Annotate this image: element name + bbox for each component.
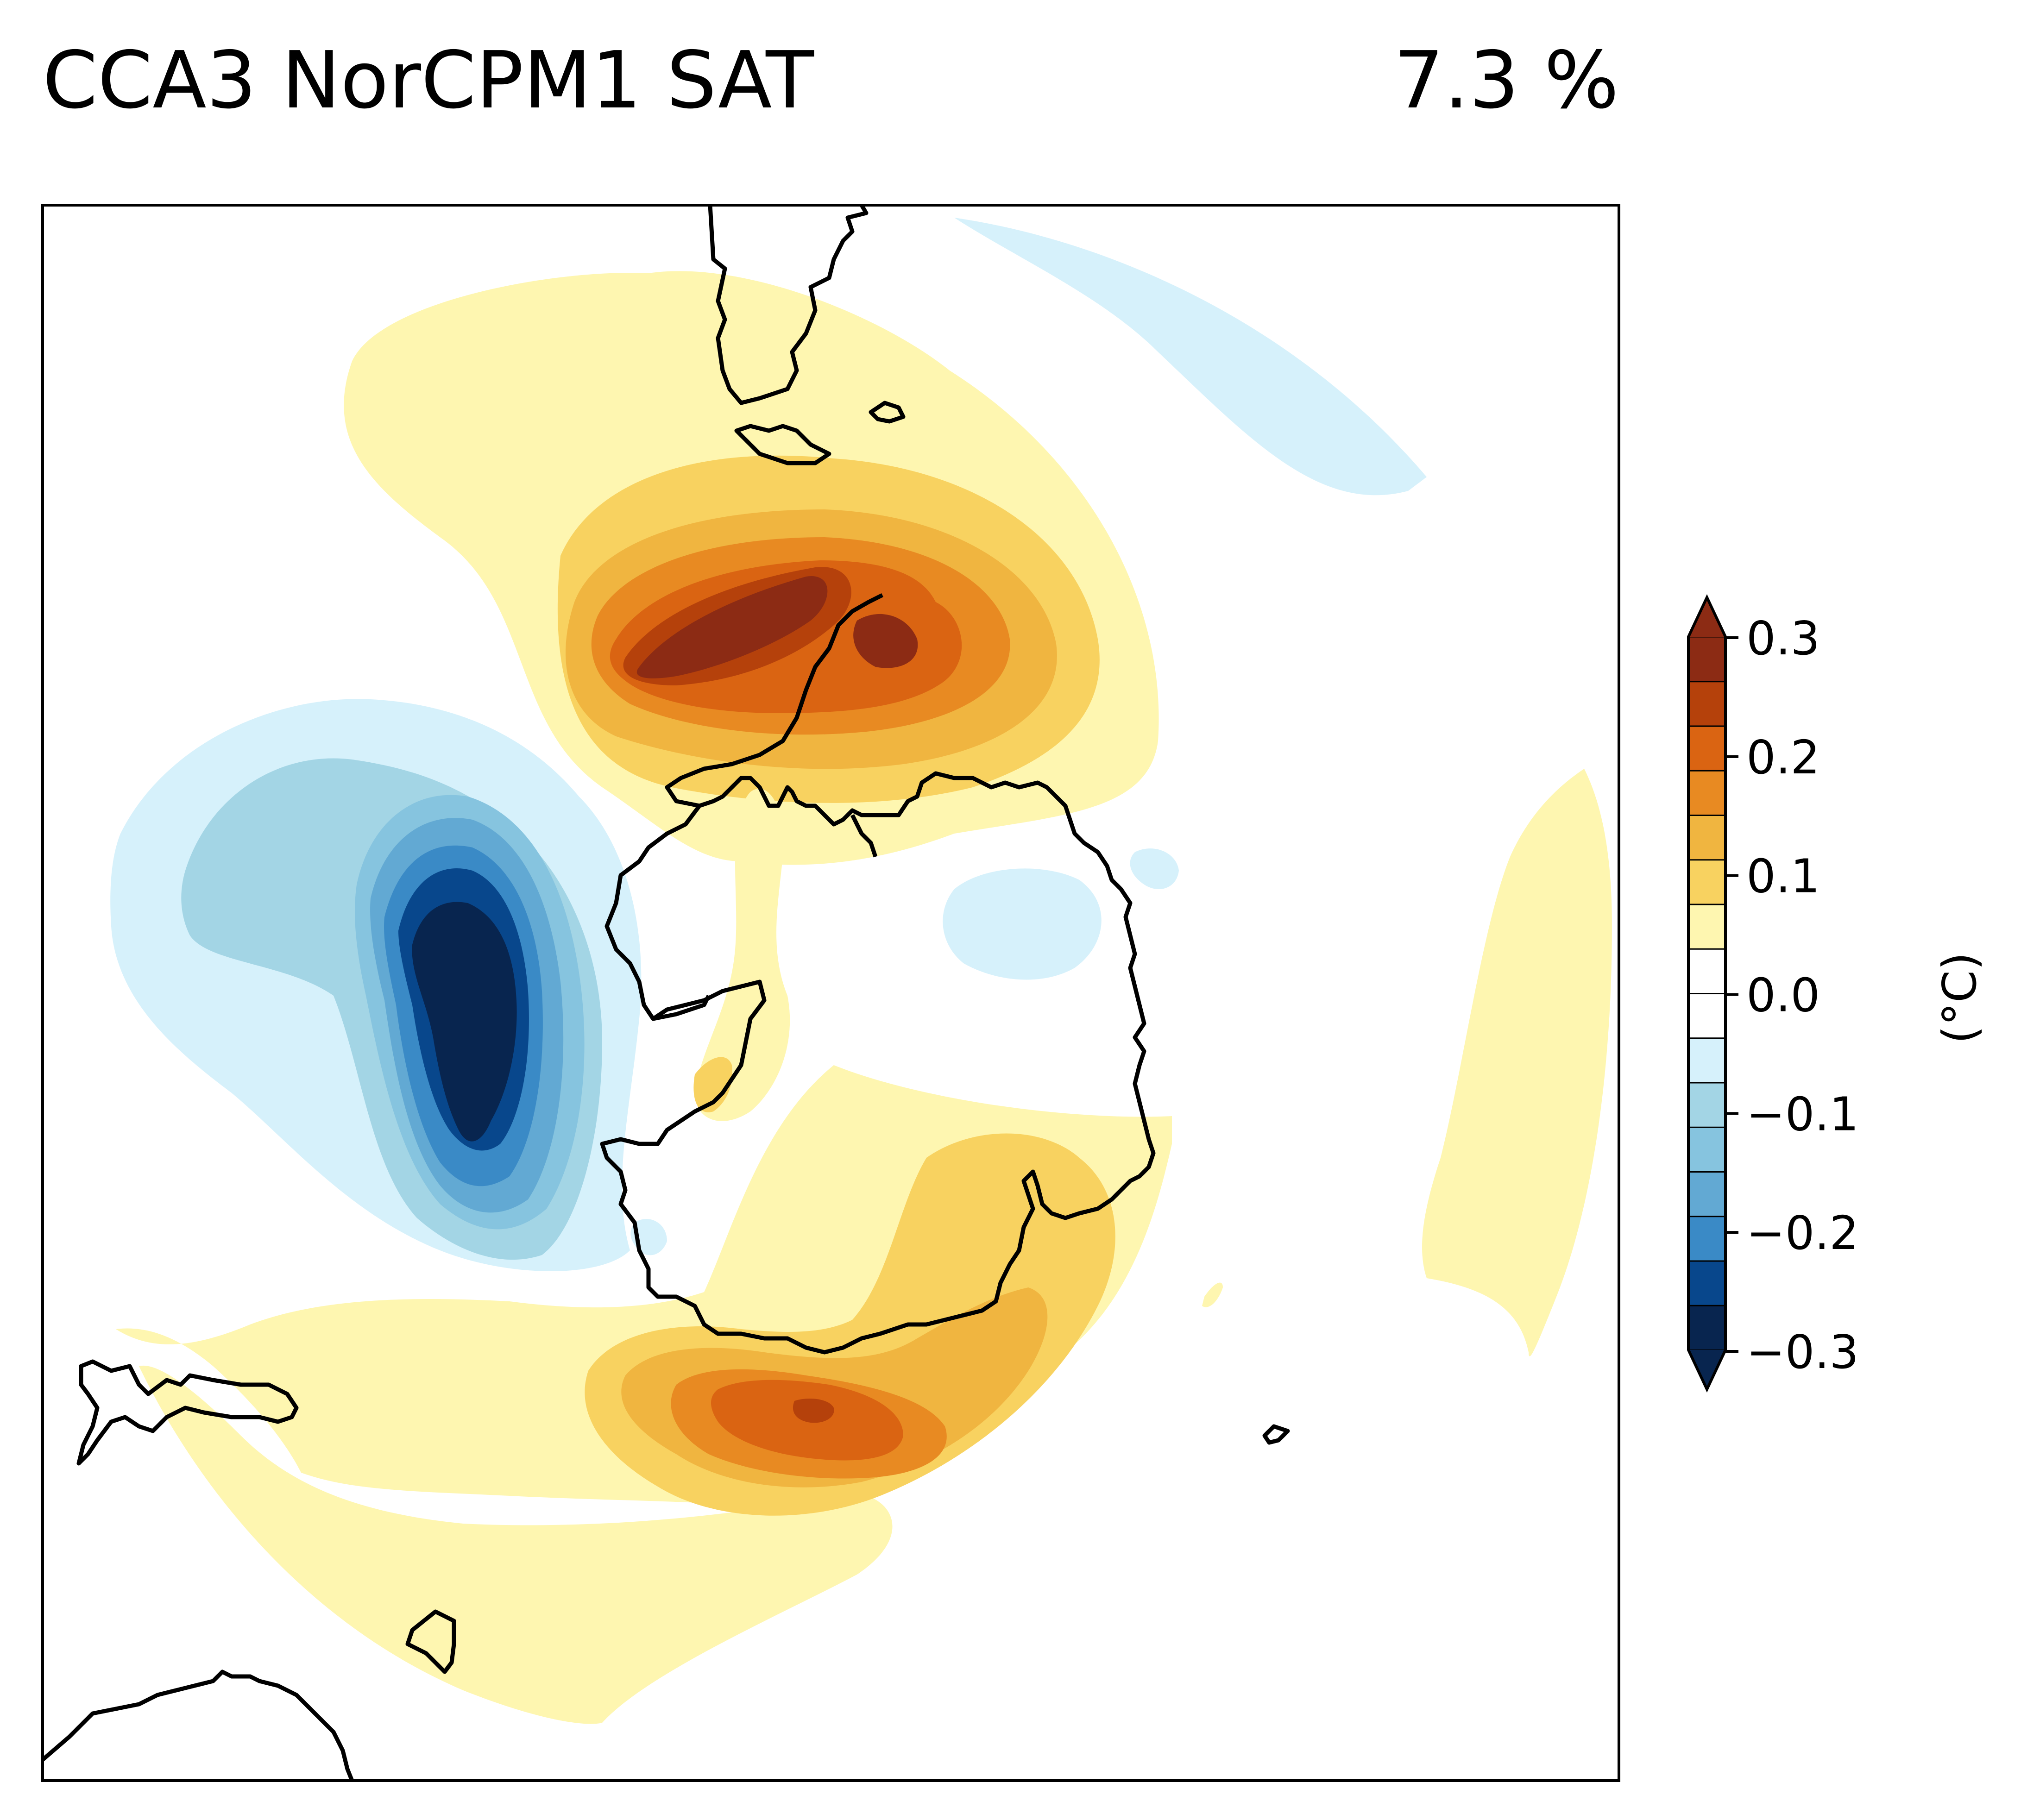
contour-warm-north-7 xyxy=(853,614,918,668)
colorbar-segment xyxy=(1687,1260,1726,1306)
colorbar-segment xyxy=(1687,680,1726,727)
contour-warm-east-speck xyxy=(1202,1282,1223,1307)
colorbar-under-triangle xyxy=(1688,1350,1725,1389)
coastline-island-east xyxy=(1262,1424,1290,1445)
coastline-falklands xyxy=(869,401,906,424)
colorbar-tick-label: −0.3 xyxy=(1746,1325,1859,1379)
contour-warm-south-5 xyxy=(793,1399,834,1423)
colorbar-segment xyxy=(1687,1126,1726,1173)
colorbar-segment xyxy=(1687,1305,1726,1351)
contour-cold-islet xyxy=(1130,848,1179,889)
colorbar-segment xyxy=(1687,992,1726,1039)
contour-blue-arc-ne xyxy=(954,218,1427,496)
colorbar-tick-label: 0.1 xyxy=(1746,849,1820,904)
map-panel xyxy=(41,204,1620,1782)
colorbar-segment xyxy=(1687,770,1726,816)
coastline-australia xyxy=(76,1359,299,1466)
coastlines xyxy=(43,205,1290,1781)
coastline-ross-ice xyxy=(653,994,711,1021)
colorbar-segment xyxy=(1687,1215,1726,1262)
colorbar-segment xyxy=(1687,859,1726,905)
colorbar-ticks: 0.3 0.2 0.1 0.0 −0.1 −0.2 −0.3 xyxy=(1725,611,1859,1379)
variance-label: 7.3 % xyxy=(1394,35,1619,126)
contour-warm-peninsula xyxy=(695,788,790,1121)
contour-cold-west-6 xyxy=(412,902,517,1142)
coastline-new-zealand-south xyxy=(405,1609,456,1674)
contour-warm-east xyxy=(1422,769,1612,1356)
colorbar-tick-label: 0.2 xyxy=(1746,730,1820,784)
colorbar-over-triangle xyxy=(1688,597,1725,637)
colorbar-segment xyxy=(1687,1171,1726,1218)
colorbar-tick-label: −0.2 xyxy=(1746,1206,1859,1260)
colorbar-segment xyxy=(1687,948,1726,994)
colorbar-tick-label: −0.1 xyxy=(1746,1087,1859,1141)
coastline-antarctica xyxy=(600,771,1156,1355)
colorbar-segments xyxy=(1687,636,1726,1351)
colorbar-segment xyxy=(1687,1037,1726,1084)
coastline-tasmania xyxy=(43,1669,354,1781)
contour-warm-north-6 xyxy=(636,576,828,678)
colorbar-segment xyxy=(1687,904,1726,950)
colorbar-segment xyxy=(1687,636,1726,683)
map-frame xyxy=(41,204,1620,1782)
colorbar-segment xyxy=(1687,725,1726,772)
contour-cold-antarctic xyxy=(943,868,1102,980)
colorbar-tick-label: 0.3 xyxy=(1746,611,1820,665)
colorbar-segment xyxy=(1687,1082,1726,1128)
contour-warm-weddell xyxy=(693,1057,732,1112)
coastline-south-america xyxy=(708,205,869,405)
colorbar-label: (°C) xyxy=(1933,952,1987,1044)
coastline-antarctic-peninsula-tip xyxy=(850,814,878,858)
sat-anomaly-field xyxy=(110,218,1612,1724)
colorbar: 0.3 0.2 0.1 0.0 −0.1 −0.2 −0.3 (°C) xyxy=(1687,594,1987,1393)
map-title: CCA3 NorCPM1 SAT xyxy=(43,35,814,126)
coastline-tierra-del-fuego xyxy=(734,424,831,465)
colorbar-tick-label: 0.0 xyxy=(1746,968,1820,1023)
coastline-antarctic-peninsula xyxy=(665,593,884,808)
colorbar-segment xyxy=(1687,814,1726,861)
